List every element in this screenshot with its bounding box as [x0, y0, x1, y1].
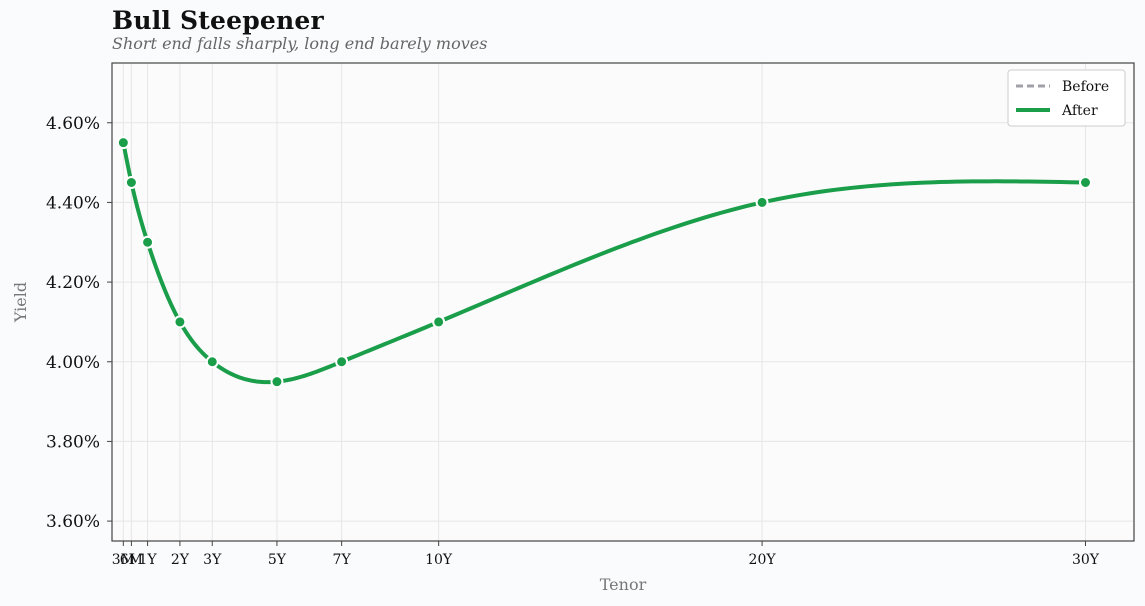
y-tick-label: 3.80% [46, 432, 100, 452]
y-tick-label: 4.00% [46, 353, 100, 373]
chart-subtitle: Short end falls sharply, long end barely… [112, 34, 488, 53]
x-tick-label: 3Y [203, 552, 222, 568]
x-tick-label: 30Y [1072, 552, 1100, 568]
y-tick-label: 4.40% [46, 193, 100, 213]
after-series-point [173, 315, 187, 329]
legend: Before After [1007, 69, 1126, 127]
y-tick-label: 4.20% [46, 273, 100, 293]
x-axis-label: Tenor [600, 575, 647, 594]
plot-area [111, 62, 1135, 542]
after-series-point [124, 176, 138, 189]
after-series-point [755, 195, 769, 209]
x-tick-label: 5Y [268, 552, 287, 568]
x-tick-label: 20Y [749, 552, 777, 568]
legend-label-before: Before [1062, 79, 1109, 95]
x-tick-label: 3M [112, 552, 135, 568]
y-tick-label: 4.60% [46, 114, 100, 134]
legend-label-after: After [1061, 103, 1098, 119]
grid [112, 63, 1134, 541]
after-series-point [116, 136, 130, 150]
y-axis-label: Yield [11, 282, 30, 323]
x-tick-label: 10Y [425, 552, 453, 568]
after-series-point [1078, 176, 1092, 189]
after-series-point [432, 315, 446, 329]
chart-title: Bull Steepener [112, 6, 324, 35]
plot-background [112, 63, 1134, 541]
x-tick-label: 7Y [333, 552, 352, 568]
after-series-point [205, 355, 219, 369]
after-series-line [121, 140, 1088, 385]
x-tick-label: 1Y [138, 552, 157, 568]
after-series-point [335, 355, 349, 369]
x-tick-label: 2Y [171, 552, 190, 568]
after-series-point [270, 375, 284, 389]
plot-frame [111, 62, 1135, 542]
y-tick-label: 3.60% [46, 512, 100, 532]
after-series-point [141, 235, 155, 249]
x-tick-label: 6M [120, 552, 143, 568]
